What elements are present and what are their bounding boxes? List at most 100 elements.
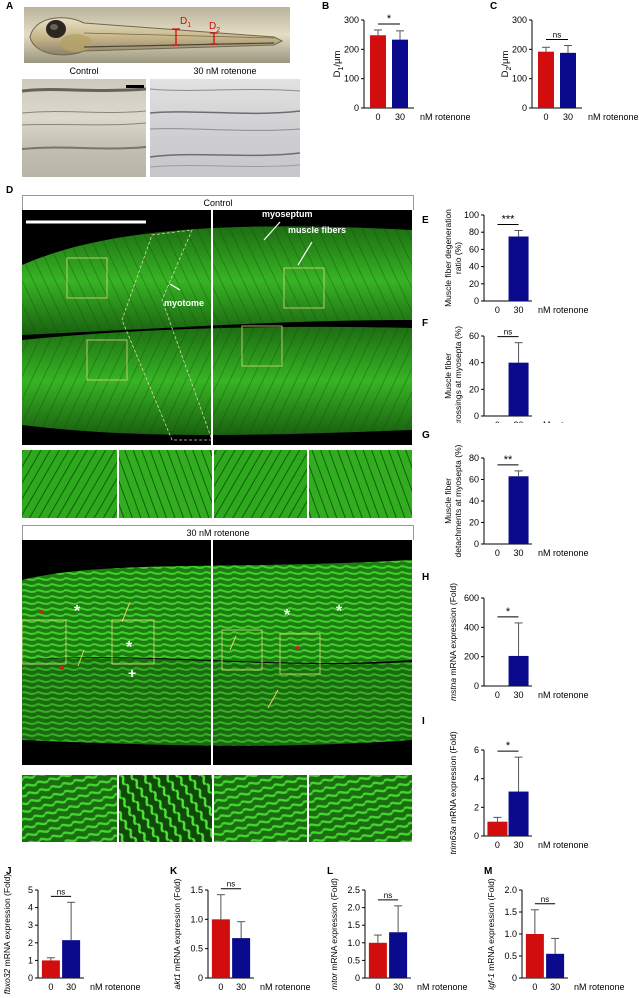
chart-b-d1: 0 100 200 300 0 30 nM rotenone * D1/μm xyxy=(332,13,471,120)
y-tick-label: 0 xyxy=(512,973,517,983)
y-tick-label: 40 xyxy=(469,358,479,368)
chart-i-trim63a: 0 2 4 6 0 30 nM rotenone * trim63a mRNA expressi… xyxy=(448,731,589,854)
y-axis-label: Muscle fiber detachments at myosepta (%) xyxy=(443,444,463,557)
chart-h-mstna: 0 200 400 600 0 30 nM rotenone * mstna mRNA expr… xyxy=(448,583,589,701)
svg-text:*: * xyxy=(336,603,343,620)
panel-letter-c: C xyxy=(490,1,498,12)
significance-label: ns xyxy=(57,887,65,896)
y-tick-label: 600 xyxy=(464,593,479,603)
y-tick-label: 0.5 xyxy=(504,951,517,961)
y-tick-label: 20 xyxy=(469,518,479,528)
y-axis-label: igf-1 mRNA expression (Fold) xyxy=(486,878,496,990)
y-tick-label: 0 xyxy=(28,973,33,983)
x-unit-label: nM rotenone xyxy=(538,690,589,700)
svg-text:ratio (%): ratio (%) xyxy=(453,242,463,274)
significance-label: ns xyxy=(553,31,561,40)
y-axis-label: akt1 mRNA expression (Fold) xyxy=(172,878,182,989)
y-tick-label: 20 xyxy=(469,384,479,394)
y-tick-label: 100 xyxy=(512,74,527,84)
control-zoom-strip xyxy=(22,450,412,518)
control-caption: Control xyxy=(69,66,99,76)
panel-letter-k: K xyxy=(170,866,178,877)
y-axis-label: Muscle fiber degeneration ratio (%) xyxy=(443,209,463,307)
y-tick-label: 200 xyxy=(344,44,359,54)
bar xyxy=(41,960,60,978)
svg-text:akt1 mRNA expression (Fold): akt1 mRNA expression (Fold) xyxy=(172,878,182,989)
panel-letter-i: I xyxy=(422,716,425,727)
y-tick-label: 1.5 xyxy=(190,885,203,895)
zebrafish-larva-image: D1 D2 xyxy=(24,7,290,63)
y-tick-label: 2.5 xyxy=(347,885,360,895)
y-tick-label: 0 xyxy=(522,103,527,113)
x-tick-label: 0 xyxy=(532,982,537,992)
x-tick-label: 30 xyxy=(514,420,524,423)
y-tick-label: 0 xyxy=(354,103,359,113)
y-tick-label: 100 xyxy=(344,74,359,84)
muscle-fibers-annotation: muscle fibers xyxy=(288,225,347,235)
y-tick-label: 100 xyxy=(464,210,479,220)
x-tick-label: 0 xyxy=(218,982,223,992)
myoseptum-annotation: myoseptum xyxy=(262,210,313,219)
y-tick-label: 1.5 xyxy=(347,920,360,930)
bar xyxy=(560,52,576,108)
y-tick-label: 2 xyxy=(28,938,33,948)
svg-text:crossings at myosepta (%): crossings at myosepta (%) xyxy=(453,326,463,423)
significance-label: ** xyxy=(504,454,513,466)
x-unit-label: nM rotenone xyxy=(538,305,589,315)
x-unit-label: nM rotenone xyxy=(538,420,589,423)
y-tick-label: 4 xyxy=(28,903,33,913)
y-tick-label: 60 xyxy=(469,475,479,485)
y-axis-label: mstna mRNA expression (Fold) xyxy=(448,583,458,701)
y-tick-label: 6 xyxy=(474,745,479,755)
rotenone-micrograph xyxy=(150,79,300,177)
y-tick-label: 0 xyxy=(474,539,479,549)
y-tick-label: 80 xyxy=(469,453,479,463)
svg-text:Muscle fiber: Muscle fiber xyxy=(443,353,453,399)
scale-bar xyxy=(126,85,144,88)
x-unit-label: nM rotenone xyxy=(90,982,141,992)
panel-letter-l: L xyxy=(327,866,334,877)
y-tick-label: 0 xyxy=(474,831,479,841)
control-confocal-image: myoseptum muscle fibers myotome xyxy=(22,210,412,445)
y-tick-label: 2.0 xyxy=(504,885,517,895)
significance-label: ns xyxy=(504,328,512,337)
significance-label: ns xyxy=(384,891,392,900)
x-tick-label: 0 xyxy=(543,112,548,120)
y-tick-label: 0 xyxy=(355,973,360,983)
y-tick-label: 1.0 xyxy=(504,929,517,939)
y-tick-label: 300 xyxy=(512,15,527,25)
y-tick-label: 4 xyxy=(474,774,479,784)
y-tick-label: 200 xyxy=(464,652,479,662)
x-tick-label: 30 xyxy=(395,112,405,120)
y-tick-label: 2 xyxy=(474,802,479,812)
y-tick-label: 200 xyxy=(512,44,527,54)
x-tick-label: 30 xyxy=(393,982,403,992)
x-tick-label: 0 xyxy=(48,982,53,992)
y-tick-label: 2.0 xyxy=(347,903,360,913)
y-tick-label: 20 xyxy=(469,279,479,289)
x-tick-label: 0 xyxy=(495,305,500,315)
significance-label: * xyxy=(506,740,511,752)
svg-text:*: * xyxy=(126,639,133,656)
y-tick-label: 80 xyxy=(469,227,479,237)
x-tick-label: 30 xyxy=(66,982,76,992)
x-unit-label: nM rotenone xyxy=(538,840,589,850)
panel-letter-b: B xyxy=(322,1,330,12)
y-tick-label: 60 xyxy=(469,331,479,341)
bar xyxy=(232,938,251,978)
panel-letter-d: D xyxy=(6,185,14,196)
control-micrograph xyxy=(22,79,146,177)
bar xyxy=(538,51,554,108)
y-axis-label: D1/μm xyxy=(332,51,345,78)
x-unit-label: nM rotenone xyxy=(588,112,639,120)
significance-label: * xyxy=(387,13,392,25)
svg-text:Muscle fiber degeneration: Muscle fiber degeneration xyxy=(443,209,453,307)
significance-label: ns xyxy=(541,895,549,904)
y-tick-label: 3 xyxy=(28,920,33,930)
x-tick-label: 30 xyxy=(550,982,560,992)
svg-text:D2/μm: D2/μm xyxy=(500,51,513,78)
chart-e-degeneration: 0 20 40 60 80 100 0 30 nM rotenone *** Muscle fibe… xyxy=(443,209,589,315)
bar xyxy=(508,655,529,686)
panel-letter-g: G xyxy=(422,430,430,441)
y-tick-label: 0 xyxy=(474,681,479,691)
